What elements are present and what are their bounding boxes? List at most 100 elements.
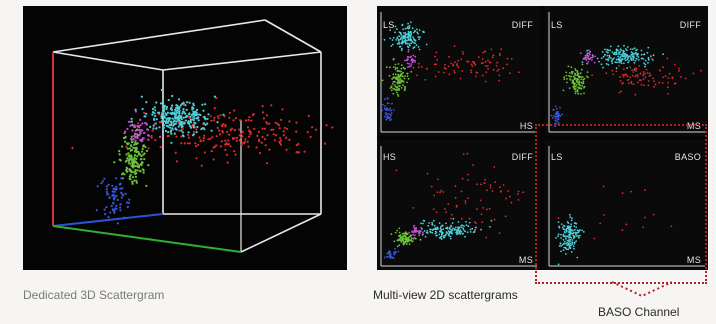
data-point bbox=[406, 75, 409, 78]
dots-3d bbox=[71, 88, 334, 225]
data-point bbox=[551, 117, 554, 119]
data-point bbox=[642, 71, 645, 73]
data-point bbox=[619, 56, 621, 59]
data-point bbox=[574, 231, 577, 234]
data-point bbox=[617, 49, 619, 52]
data-point bbox=[568, 244, 571, 246]
data-point bbox=[195, 157, 198, 160]
data-point bbox=[409, 21, 412, 24]
data-point bbox=[225, 142, 228, 145]
data-point bbox=[417, 62, 420, 65]
data-point bbox=[398, 85, 400, 87]
data-point bbox=[445, 211, 447, 213]
data-point bbox=[560, 223, 563, 225]
data-point bbox=[464, 230, 466, 232]
data-point bbox=[449, 237, 452, 240]
data-point bbox=[633, 62, 636, 64]
data-point bbox=[692, 72, 695, 75]
data-point bbox=[670, 225, 673, 228]
data-point bbox=[550, 114, 553, 117]
data-point bbox=[133, 156, 136, 159]
data-point bbox=[632, 57, 635, 60]
data-point bbox=[264, 138, 267, 141]
data-point bbox=[182, 116, 185, 119]
data-point bbox=[580, 93, 582, 95]
data-point bbox=[150, 136, 153, 139]
data-point bbox=[560, 250, 562, 253]
data-point bbox=[412, 233, 415, 236]
data-point bbox=[139, 158, 142, 161]
data-point bbox=[667, 77, 670, 79]
data-point bbox=[412, 207, 415, 209]
data-point bbox=[421, 231, 424, 234]
data-point bbox=[554, 119, 557, 122]
data-point bbox=[136, 155, 139, 158]
data-point bbox=[557, 217, 560, 220]
data-point bbox=[160, 88, 163, 92]
data-point bbox=[630, 58, 632, 61]
data-point bbox=[581, 61, 584, 63]
data-point bbox=[281, 108, 284, 111]
data-point bbox=[680, 76, 682, 78]
data-point bbox=[444, 208, 446, 210]
data-point bbox=[134, 165, 137, 168]
data-point bbox=[285, 148, 288, 151]
data-point bbox=[210, 150, 213, 153]
data-point bbox=[123, 132, 126, 135]
data-point bbox=[628, 60, 630, 62]
data-point bbox=[579, 52, 582, 54]
data-point bbox=[400, 70, 402, 73]
data-point bbox=[575, 83, 578, 86]
data-point bbox=[573, 83, 576, 86]
data-point bbox=[155, 127, 158, 130]
data-point bbox=[183, 142, 186, 145]
data-point bbox=[621, 82, 623, 85]
data-point bbox=[177, 110, 180, 113]
data-point bbox=[187, 142, 190, 145]
data-point bbox=[457, 228, 460, 230]
data-point bbox=[182, 135, 185, 138]
data-point bbox=[620, 90, 622, 93]
data-point bbox=[137, 150, 140, 153]
data-point bbox=[517, 190, 520, 193]
data-point bbox=[611, 62, 614, 65]
data-point bbox=[571, 229, 574, 232]
data-point bbox=[397, 73, 400, 76]
data-point bbox=[108, 196, 111, 199]
data-point bbox=[435, 51, 438, 54]
data-point bbox=[585, 62, 588, 65]
data-point bbox=[159, 102, 163, 105]
data-point bbox=[406, 72, 409, 75]
data-point bbox=[418, 48, 421, 51]
data-point bbox=[434, 75, 437, 78]
data-point bbox=[234, 153, 237, 156]
data-point bbox=[180, 129, 183, 132]
data-point bbox=[141, 122, 144, 125]
data-point bbox=[224, 148, 227, 151]
data-point bbox=[145, 101, 148, 104]
data-point bbox=[464, 200, 467, 203]
data-point bbox=[407, 237, 409, 239]
data-point bbox=[181, 112, 184, 115]
data-point bbox=[151, 129, 154, 132]
data-point bbox=[480, 213, 483, 216]
data-point bbox=[622, 51, 625, 54]
data-point bbox=[247, 119, 250, 122]
data-point bbox=[594, 55, 596, 58]
data-point bbox=[113, 196, 116, 199]
data-point bbox=[453, 228, 456, 230]
data-point bbox=[483, 182, 486, 184]
data-point bbox=[409, 31, 412, 34]
data-point bbox=[171, 104, 174, 107]
data-point bbox=[181, 102, 184, 105]
data-point bbox=[473, 62, 476, 64]
data-point bbox=[127, 142, 130, 145]
data-point bbox=[461, 224, 464, 227]
data-point bbox=[472, 164, 474, 166]
data-point bbox=[160, 116, 163, 120]
data-point bbox=[406, 232, 408, 235]
data-point bbox=[416, 74, 418, 77]
data-point bbox=[575, 235, 578, 237]
data-point bbox=[387, 109, 390, 111]
data-point bbox=[218, 133, 222, 136]
